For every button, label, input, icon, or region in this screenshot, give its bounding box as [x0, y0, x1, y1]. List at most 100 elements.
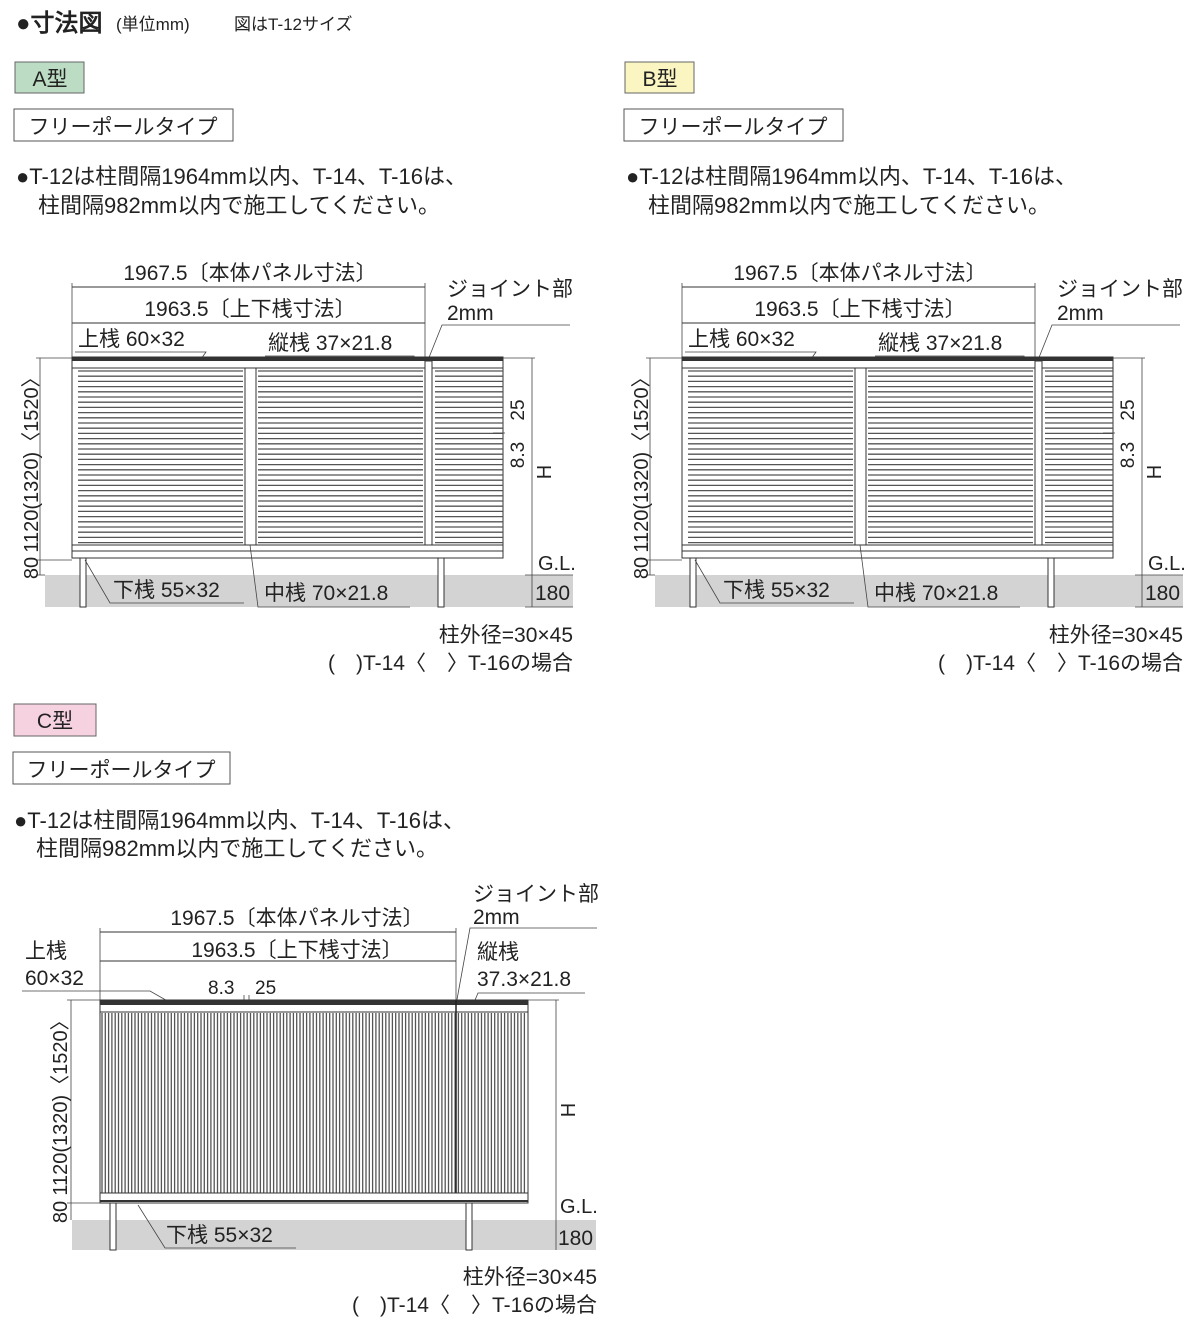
vertical-rail-label: 縦桟 37×21.8	[268, 332, 392, 355]
bottom-rail-leader	[137, 1204, 296, 1249]
vertical-rail-name: 縦桟	[477, 941, 519, 964]
embed-label: 180	[535, 582, 570, 605]
note-line-1: ●T-12は柱間隔1964mm以内、T-14、T-16は、	[16, 164, 467, 189]
bottom-rail-leader	[84, 559, 244, 604]
joint-label: ジョイント部	[447, 278, 573, 301]
variant-note: ( )T-14〈 〉T-16の場合	[328, 652, 573, 675]
type-badge	[624, 61, 695, 94]
h-label: H	[558, 1103, 580, 1117]
rail-dimension-label: 1963.5〔上下桟寸法〕	[144, 298, 355, 321]
post-leg	[689, 557, 697, 608]
embed-label: 180	[1145, 582, 1180, 605]
header-title: ●寸法図	[16, 10, 103, 37]
bottom-rail-leader	[694, 559, 854, 604]
post-leg	[437, 557, 445, 608]
height-label: 1120(1320)〈1520〉	[21, 367, 43, 552]
vertical-rail	[1034, 360, 1043, 559]
header-note: 図はT-12サイズ	[234, 15, 353, 34]
top-rail	[682, 357, 1113, 361]
clearance-label: 80	[21, 557, 43, 579]
bottom-rail	[99, 1192, 529, 1204]
middle-rail	[244, 367, 257, 546]
post-leg	[79, 557, 87, 608]
subtype-box	[13, 108, 234, 142]
type-badge	[14, 61, 85, 94]
header-unit: (単位mm)	[116, 15, 190, 34]
joint-gap-label: 2mm	[1057, 302, 1104, 325]
rail-dimension-label: 1963.5〔上下桟寸法〕	[754, 298, 965, 321]
joint-leader	[1037, 324, 1180, 361]
top-rail-label: 上桟 60×32	[78, 328, 185, 351]
top-rail-label: 上桟 60×32	[688, 328, 795, 351]
bottom-rail-label: 下桟 55×32	[113, 579, 220, 602]
post-leg	[109, 1202, 117, 1251]
top-rail-size: 60×32	[25, 967, 84, 990]
note-line-2: 柱間隔982mm以内で施工してください。	[36, 836, 438, 861]
slat-gap-label: 8.3	[508, 442, 529, 468]
panel-dimension-label: 1967.5〔本体パネル寸法〕	[123, 262, 376, 285]
slat-pitch-label: 25	[1118, 399, 1139, 420]
type-badge-label: C型	[37, 710, 73, 733]
top-rail	[100, 1000, 528, 1005]
gl-label: G.L.	[538, 553, 576, 575]
panel-dimension-label: 1967.5〔本体パネル寸法〕	[170, 907, 423, 930]
joint-label: ジョイント部	[473, 883, 599, 906]
type-badge-label: A型	[32, 68, 67, 91]
horizontal-slats	[78, 370, 503, 544]
header: ●寸法図 (単位mm) 図はT-12サイズ	[16, 10, 353, 37]
top-rail-name: 上桟	[25, 940, 67, 963]
note-line-2: 柱間隔982mm以内で施工してください。	[38, 193, 440, 218]
slat-gap-label: 8.3	[208, 978, 234, 999]
vertical-slats	[101, 1013, 526, 1193]
middle-rail-label: 中桟 70×21.8	[264, 582, 388, 605]
ground	[72, 1220, 596, 1250]
middle-rail-leader	[249, 544, 410, 608]
variant-note: ( )T-14〈 〉T-16の場合	[352, 1294, 597, 1317]
bottom-rail-label: 下桟 55×32	[166, 1224, 273, 1247]
type-b-section: B型 フリーポールタイプ ●T-12は柱間隔1964mm以内、T-14、T-16…	[623, 61, 1186, 675]
embed-label: 180	[558, 1227, 593, 1250]
clearance-label: 80	[50, 1201, 72, 1223]
slat-gap-label: 8.3	[1118, 442, 1139, 468]
joint-leader	[427, 324, 570, 361]
rail-dimension-label: 1963.5〔上下桟寸法〕	[191, 939, 402, 962]
note-line-1: ●T-12は柱間隔1964mm以内、T-14、T-16は、	[14, 808, 465, 833]
type-a-section: A型 フリーポールタイプ ●T-12は柱間隔1964mm以内、T-14、T-16…	[13, 61, 576, 675]
h-label: H	[534, 465, 556, 479]
gl-label: G.L.	[560, 1196, 598, 1218]
subtype-box	[12, 751, 231, 785]
joint-leader	[455, 927, 597, 1006]
vertical-rail	[424, 360, 433, 559]
middle-rail-leader	[859, 544, 1020, 608]
subtype-box	[623, 108, 844, 142]
clearance-label: 80	[631, 557, 653, 579]
bottom-rail-label: 下桟 55×32	[723, 579, 830, 602]
gl-label: G.L.	[1148, 553, 1186, 575]
horizontal-slats	[688, 370, 1113, 544]
middle-rail-label: 中桟 70×21.8	[874, 582, 998, 605]
height-label: 1120(1320)〈1520〉	[50, 1010, 72, 1195]
note-line-1: ●T-12は柱間隔1964mm以内、T-14、T-16は、	[626, 164, 1077, 189]
vertical-rail-size: 37.3×21.8	[477, 968, 571, 991]
type-badge	[13, 703, 97, 737]
slat-pitch-label: 25	[508, 399, 529, 420]
joint-gap-label: 2mm	[447, 302, 494, 325]
vertical-rail-label: 縦桟 37×21.8	[878, 332, 1002, 355]
post-leg	[1047, 557, 1055, 608]
variant-note: ( )T-14〈 〉T-16の場合	[938, 652, 1183, 675]
top-rail	[72, 357, 503, 361]
post-leg	[465, 1202, 473, 1251]
ground	[45, 575, 573, 607]
subtype-label: フリーポールタイプ	[29, 116, 218, 139]
slat-pitch-label: 25	[255, 978, 276, 999]
h-label: H	[1144, 465, 1166, 479]
joint-gap-label: 2mm	[473, 906, 520, 929]
middle-rail	[854, 367, 867, 546]
type-badge-label: B型	[642, 68, 677, 91]
height-label: 1120(1320)〈1520〉	[631, 367, 653, 552]
post-size-note: 柱外径=30×45	[463, 1266, 597, 1289]
post-size-note: 柱外径=30×45	[439, 624, 573, 647]
panel-dimension-label: 1967.5〔本体パネル寸法〕	[733, 262, 986, 285]
